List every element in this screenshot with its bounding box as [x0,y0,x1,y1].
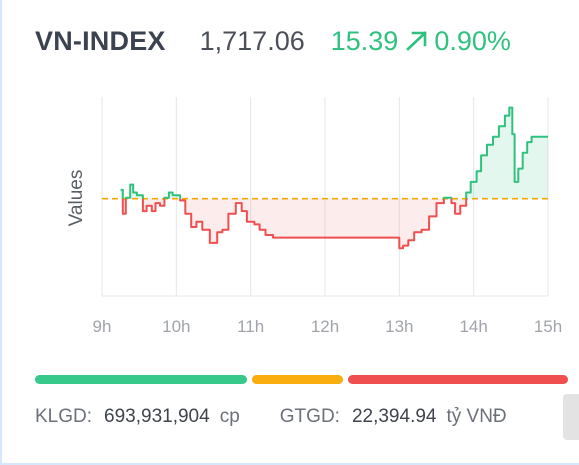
up-line-segment [465,106,548,199]
down-line-segment [450,198,468,215]
up-line-segment [120,188,124,199]
index-header: VN-INDEX 1,717.06 15.39 0.90% [35,26,511,62]
up-area [466,107,548,199]
gtgd-value: 22,394.94 [351,406,437,427]
index-price: 1,717.06 [199,26,305,56]
advancers-segment [35,375,247,384]
up-line-segment [163,191,182,199]
trading-summary: KLGD: 693,931,904 cp GTGD: 22,394.94 tỷ … [35,406,507,428]
gtgd-unit: tỷ VNĐ [446,406,507,427]
x-tick-label: 9h [93,317,112,336]
trend-up-arrow-icon [406,31,428,51]
index-change: 15.39 0.90% [331,26,511,57]
unchanged-segment [251,375,344,384]
change-percent: 0.90% [434,26,511,56]
x-tick-label: 11h [237,317,264,336]
x-tick-label: 13h [385,317,413,336]
up-area [125,184,143,199]
down-area [142,198,165,212]
down-area [180,198,444,249]
x-tick-label: 15h [534,317,562,336]
x-tick-label: 12h [311,317,339,336]
up-line-segment [124,183,144,199]
gtgd-label: GTGD: [279,406,340,427]
y-axis-label: Values [66,170,87,227]
down-line-segment [121,198,127,215]
chart-area-fill [120,107,548,249]
klgd-value: 693,931,904 [104,406,210,427]
market-breadth-bar [35,375,568,384]
decliners-segment [348,375,568,384]
down-line-segment [141,198,166,213]
klgd-label: KLGD: [35,406,93,427]
intraday-chart: 9h 10h 11h 12h 13h 14h 15h Values [66,97,563,336]
down-line-segment [179,198,445,250]
up-line-segment [442,196,453,199]
index-title[interactable]: VN-INDEX [35,26,166,56]
price-line [120,106,548,250]
x-tick-label: 14h [459,317,487,336]
klgd-unit: cp [219,406,240,427]
scrollbar-thumb[interactable] [563,394,579,440]
chart-grid [101,97,549,297]
change-value: 15.39 [330,26,399,56]
x-tick-label: 10h [162,317,190,336]
x-axis-ticks: 9h 10h 11h 12h 13h 14h 15h [93,317,563,336]
